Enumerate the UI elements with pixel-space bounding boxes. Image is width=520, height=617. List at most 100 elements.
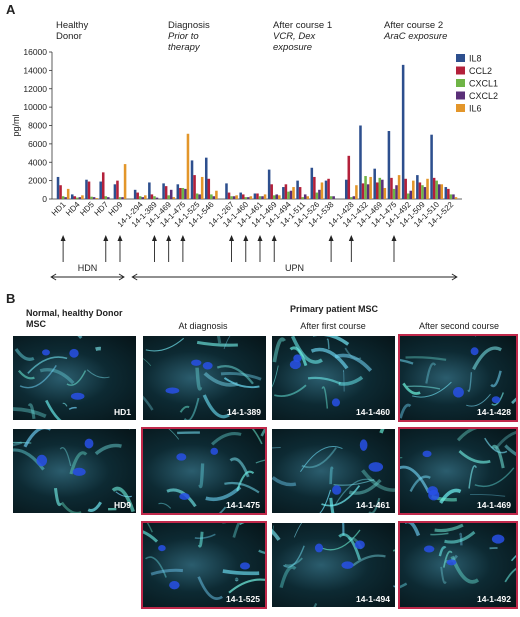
bar-ccl2-14-1-509 xyxy=(418,182,422,199)
bar-cxcl1-hd7 xyxy=(104,196,108,199)
actin-fiber xyxy=(27,403,36,419)
bar-cxcl2-hd9 xyxy=(121,197,124,199)
actin-fiber xyxy=(310,347,349,370)
bar-cxcl1-14-1-475 xyxy=(181,187,185,199)
actin-fiber xyxy=(59,447,72,467)
bar-il6-14-1-475 xyxy=(397,175,401,199)
nucleus xyxy=(423,545,435,553)
actin-fiber xyxy=(13,407,47,419)
micrograph-14-1-494: 14-1-494 xyxy=(272,523,395,607)
actin-fiber xyxy=(402,382,421,395)
sample-arrow-head xyxy=(166,235,172,241)
actin-fiber xyxy=(468,465,477,489)
actin-fiber xyxy=(196,340,238,347)
actin-fiber xyxy=(326,338,330,350)
actin-fiber xyxy=(307,376,341,385)
bar-cxcl2-14-1-267 xyxy=(232,196,236,199)
bar-il8-14-1-428 xyxy=(344,179,348,199)
bar-il8-14-1-522 xyxy=(444,187,448,199)
bar-cxcl1-14-1-294 xyxy=(138,196,142,199)
actin-fiber xyxy=(158,502,172,509)
panel-a-letter: A xyxy=(6,2,16,17)
actin-fiber xyxy=(456,429,490,442)
y-tick-label: 14000 xyxy=(23,65,47,75)
bar-cxcl2-14-1-460 xyxy=(247,197,250,199)
legend-swatch-il6 xyxy=(456,104,465,112)
actin-fiber xyxy=(442,550,453,568)
actin-fiber xyxy=(412,381,452,398)
actin-fiber xyxy=(145,556,167,578)
bar-ccl2-hd7 xyxy=(101,172,105,199)
actin-fiber xyxy=(23,429,51,448)
actin-fiber xyxy=(77,336,83,339)
actin-fiber xyxy=(400,456,403,459)
actin-fiber xyxy=(258,549,265,555)
nucleus xyxy=(453,387,464,398)
bar-ccl2-14-1-460 xyxy=(241,194,245,199)
bar-cxcl1-hd1 xyxy=(61,196,65,199)
actin-fiber xyxy=(338,375,364,386)
bar-ccl2-14-1-475 xyxy=(390,177,393,199)
actin-fiber xyxy=(321,529,361,551)
actin-fiber xyxy=(344,347,362,360)
sample-arrow-head xyxy=(271,235,277,241)
nucleus xyxy=(158,544,166,552)
actin-fiber xyxy=(333,478,375,486)
col-title-first-course: After first course xyxy=(300,321,366,331)
bar-il6-14-1-492 xyxy=(412,180,415,199)
actin-fiber xyxy=(197,531,204,548)
actin-fiber xyxy=(272,447,281,449)
bar-il8-14-1-469 xyxy=(162,183,165,199)
micrograph-hd1: HD1 xyxy=(13,336,136,420)
actin-fiber xyxy=(300,446,343,473)
sample-arrow-head xyxy=(257,235,263,241)
bar-ccl2-14-1-432 xyxy=(361,183,365,199)
actin-fiber xyxy=(202,394,230,419)
actin-fiber xyxy=(45,399,62,420)
nucleus xyxy=(84,438,94,449)
actin-fiber xyxy=(216,336,222,344)
actin-fiber xyxy=(272,476,297,487)
bar-il6-hd5 xyxy=(95,198,98,199)
actin-fiber xyxy=(168,429,180,440)
bar-il6-14-1-546 xyxy=(215,190,218,199)
actin-fiber xyxy=(203,371,239,387)
actin-fiber xyxy=(379,429,385,434)
nucleus xyxy=(293,354,302,363)
actin-fiber xyxy=(69,451,88,475)
actin-fiber xyxy=(338,533,362,561)
actin-fiber xyxy=(87,501,103,512)
actin-fiber xyxy=(14,348,35,361)
sample-arrow-head xyxy=(60,235,66,241)
actin-fiber xyxy=(17,369,35,380)
actin-fiber xyxy=(19,365,57,389)
actin-fiber xyxy=(239,523,245,525)
bar-il6-14-1-526 xyxy=(320,182,324,199)
legend-label-cxcl2: CXCL2 xyxy=(469,91,498,101)
bar-ccl2-hd1 xyxy=(59,185,62,199)
actin-fiber xyxy=(458,450,491,464)
bar-cxcl1-14-1-469 xyxy=(167,195,170,199)
micrograph-14-1-492: 14-1-492 xyxy=(398,521,518,609)
bar-il8-14-1-389 xyxy=(148,182,151,199)
bar-cxcl2-14-1-389 xyxy=(155,197,159,199)
actin-fiber xyxy=(272,528,281,541)
actin-fiber xyxy=(255,459,265,464)
nucleus xyxy=(165,387,180,394)
bar-cxcl2-14-1-294 xyxy=(141,197,145,199)
actin-fiber xyxy=(474,467,515,488)
bar-cxcl2-14-1-492 xyxy=(409,190,413,199)
x-tick-label: HD4 xyxy=(64,200,82,218)
bar-il8-14-1-492 xyxy=(401,64,405,199)
bar-cxcl2-14-1-469 xyxy=(381,179,384,199)
y-tick-label: 2000 xyxy=(28,176,47,186)
bar-cxcl2-14-1-510 xyxy=(437,184,441,199)
bar-il8-14-1-511 xyxy=(296,180,299,199)
bar-il6-hd1 xyxy=(66,188,70,199)
bar-cxcl1-hd4 xyxy=(76,197,79,199)
hdn-label: HDN xyxy=(78,263,98,273)
actin-fiber xyxy=(183,397,200,420)
bar-il6-14-1-475 xyxy=(186,133,190,199)
actin-fiber xyxy=(39,368,75,385)
bar-il8-14-1-509 xyxy=(416,175,419,199)
